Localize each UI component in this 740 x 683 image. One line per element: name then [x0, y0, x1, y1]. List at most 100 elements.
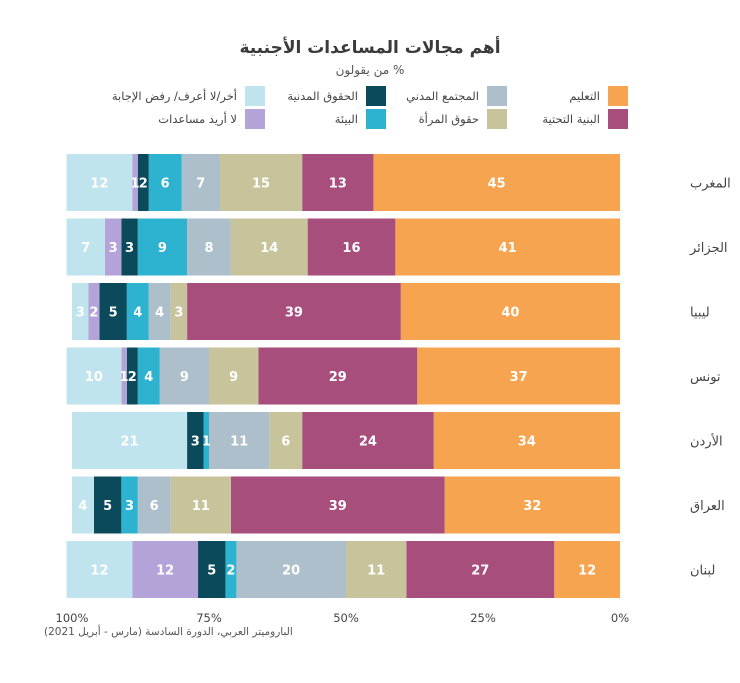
bar-value-label: 10: [85, 370, 103, 385]
bar-value-label: 9: [158, 241, 167, 256]
bar-value-label: 12: [90, 177, 108, 192]
bar-segment: [236, 541, 346, 598]
bar-segment: [203, 412, 209, 469]
bar-segment: [159, 347, 209, 405]
bar-segment: [137, 154, 149, 211]
bar-segment: [104, 218, 122, 276]
bar-value-label: 20: [282, 564, 300, 579]
bar-segment: [406, 541, 555, 598]
category-label: الجزائر: [689, 241, 728, 256]
bar-value-label: 11: [230, 435, 248, 450]
chart-subtitle: من يقولون %: [335, 63, 405, 77]
bar-value-label: 1: [130, 177, 139, 192]
x-tick-label: 100%: [56, 611, 89, 625]
bar-value-label: 24: [359, 435, 377, 450]
bar-segment: [66, 541, 133, 598]
bar-value-label: 2: [226, 564, 235, 579]
bar-segment: [121, 218, 138, 276]
bar-value-label: 3: [125, 241, 134, 256]
legend-label: التعليم: [569, 89, 600, 103]
bar-value-label: 5: [109, 306, 118, 321]
bar-value-label: 12: [156, 564, 174, 579]
bar-segment: [302, 154, 374, 211]
bar-value-label: 6: [150, 499, 159, 514]
bar-value-label: 3: [125, 499, 134, 514]
bar-segment: [433, 412, 620, 469]
source-note: الباروميتر العربي، الدورة السادسة (مارس …: [44, 626, 293, 638]
bar-segment: [72, 283, 89, 340]
bar-value-label: 5: [207, 564, 216, 579]
bar-segment: [417, 347, 620, 405]
bar-value-label: 11: [192, 499, 210, 514]
chart-title: أهم مجالات المساعدات الأجنبية: [239, 38, 501, 58]
bar-segment: [66, 218, 105, 276]
bar-value-label: 5: [103, 499, 112, 514]
bar-value-label: 8: [204, 241, 213, 256]
bar-segment: [400, 283, 620, 340]
bar-segment: [170, 283, 188, 340]
bar-value-label: 3: [109, 241, 118, 256]
bar-segment: [373, 154, 620, 211]
legend-swatch: [245, 86, 265, 106]
x-tick-label: 25%: [470, 611, 496, 625]
bar-segment: [88, 283, 100, 340]
bar-value-label: 6: [281, 435, 290, 450]
bar-value-label: 2: [89, 306, 98, 321]
bar-segment: [307, 218, 396, 276]
legend-label: البيئة: [335, 112, 358, 126]
bar-segment: [258, 347, 418, 405]
bar-value-label: 4: [133, 306, 142, 321]
legend-swatch: [487, 109, 507, 129]
legend-label: الحقوق المدنية: [287, 89, 358, 104]
bar-segment: [554, 541, 620, 598]
bar-value-label: 9: [229, 370, 238, 385]
bar-segment: [137, 476, 171, 534]
legend-swatch: [366, 109, 386, 129]
bar-value-label: 40: [501, 306, 519, 321]
bar-value-label: 15: [252, 177, 270, 192]
bar-segment: [93, 476, 122, 534]
bar-segment: [72, 412, 188, 469]
bar-segment: [230, 218, 308, 276]
bar-value-label: 9: [180, 370, 189, 385]
legend-label: المجتمع المدني: [406, 89, 479, 103]
bar-value-label: 1: [120, 370, 129, 385]
bar-value-label: 13: [329, 177, 347, 192]
bar-value-label: 14: [260, 241, 278, 256]
legend-label: البنية التحتية: [542, 112, 600, 126]
bar-value-label: 2: [128, 370, 137, 385]
x-tick-label: 0%: [611, 611, 629, 625]
bar-segment: [181, 154, 220, 211]
bar-value-label: 3: [191, 435, 200, 450]
bar-value-label: 32: [523, 499, 541, 514]
legend-label: حقوق المرأة: [419, 111, 479, 127]
bar-value-label: 37: [510, 370, 528, 385]
bar-value-label: 1: [202, 435, 211, 450]
bar-segment: [66, 347, 122, 405]
bar-segment: [209, 347, 259, 405]
bar-value-label: 3: [76, 306, 85, 321]
bar-segment: [126, 283, 149, 340]
bar-segment: [219, 154, 303, 211]
bar-value-label: 6: [161, 177, 170, 192]
bar-segment: [269, 412, 303, 469]
bar-segment: [395, 218, 620, 276]
legend-swatch: [366, 86, 386, 106]
bar-value-label: 12: [578, 564, 596, 579]
bar-segment: [132, 154, 138, 211]
bar-segment: [198, 541, 226, 598]
bar-value-label: 29: [329, 370, 347, 385]
bar-segment: [209, 412, 270, 469]
bar-value-label: 4: [155, 306, 164, 321]
bar-value-label: 4: [78, 499, 87, 514]
bar-segment: [126, 347, 138, 405]
bar-value-label: 4: [144, 370, 153, 385]
category-label: لبنان: [690, 564, 715, 579]
legend-swatch: [608, 109, 628, 129]
bar-segment: [187, 218, 231, 276]
bar-segment: [148, 154, 182, 211]
legend-label: أخر/لا أعرف/ رفض الإجابة: [112, 88, 237, 104]
legend-label: لا أريد مساعدات: [158, 111, 237, 127]
bar-segment: [187, 412, 204, 469]
category-label: تونس: [690, 370, 721, 385]
